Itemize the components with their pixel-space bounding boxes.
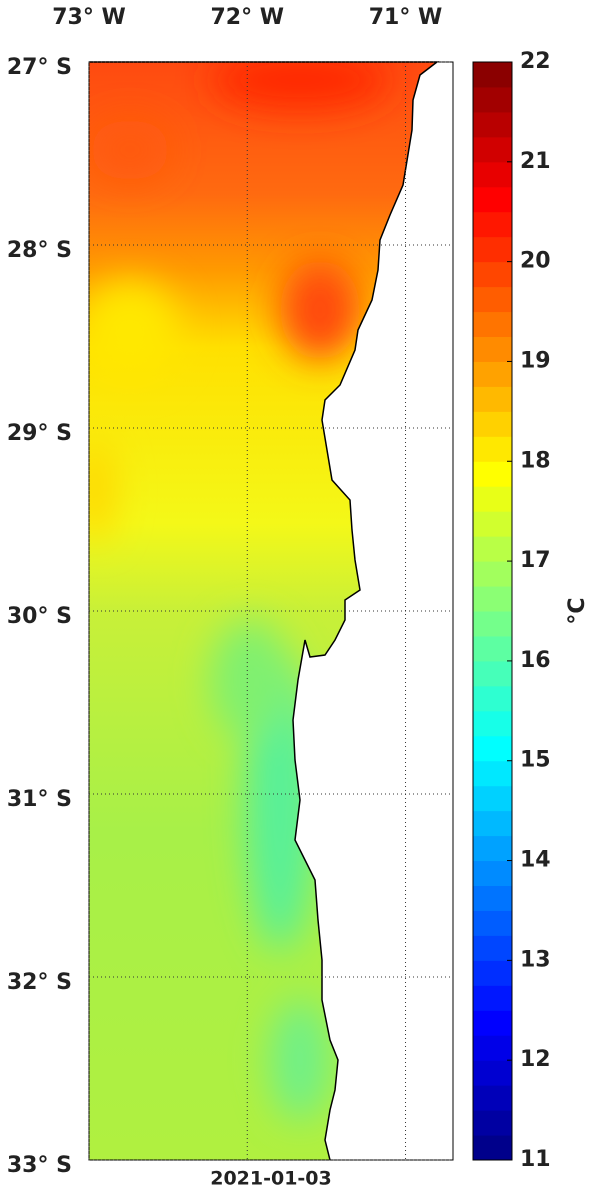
colorbar-step xyxy=(473,760,512,787)
y-tick-label: 33° S xyxy=(7,1153,72,1178)
colorbar-step xyxy=(473,186,512,213)
y-tick-label: 32° S xyxy=(7,970,72,995)
colorbar-tick-label: 15 xyxy=(520,748,551,773)
colorbar-step xyxy=(473,86,512,113)
colorbar-step xyxy=(473,1035,512,1061)
colorbar-step xyxy=(473,810,512,837)
colorbar-step xyxy=(473,835,512,862)
colorbar-step xyxy=(473,1010,512,1036)
colorbar-tick-label: 22 xyxy=(520,49,551,74)
colorbar-step xyxy=(473,486,512,512)
colorbar-step xyxy=(473,286,512,313)
colorbar-step xyxy=(473,111,512,138)
x-tick-label: 73° W xyxy=(52,5,126,30)
colorbar-step xyxy=(473,62,512,88)
y-tick-label: 28° S xyxy=(7,238,72,263)
colorbar-step xyxy=(473,411,512,437)
colorbar-label: °C xyxy=(565,597,590,624)
colorbar-step xyxy=(473,236,512,263)
colorbar-step xyxy=(473,910,512,936)
colorbar-step xyxy=(473,561,512,587)
colorbar-frame xyxy=(472,61,513,1161)
colorbar-step xyxy=(473,1060,512,1086)
colorbar-step xyxy=(473,436,512,462)
colorbar-step xyxy=(473,960,512,986)
colorbar-step xyxy=(473,1085,512,1111)
colorbar-tick-label: 21 xyxy=(520,149,551,174)
colorbar-tick-label: 14 xyxy=(520,848,551,873)
colorbar-step xyxy=(473,361,512,387)
colorbar-step xyxy=(473,735,512,762)
colorbar-step xyxy=(473,985,512,1011)
colorbar-step xyxy=(473,586,512,612)
colorbar-tick-label: 11 xyxy=(520,1147,551,1172)
colorbar-step xyxy=(473,860,512,886)
colorbar-step xyxy=(473,935,512,961)
colorbar-step xyxy=(473,161,512,188)
colorbar-tick-label: 18 xyxy=(520,448,551,473)
colorbar-step xyxy=(473,386,512,412)
colorbar-step xyxy=(473,685,512,712)
colorbar-step xyxy=(473,710,512,737)
colorbar-step xyxy=(473,635,512,662)
y-tick-label: 27° S xyxy=(7,55,72,80)
date-label: 2021-01-03 xyxy=(210,1168,332,1188)
y-tick-label: 31° S xyxy=(7,787,72,812)
y-tick-label: 30° S xyxy=(7,604,72,629)
y-tick-label: 29° S xyxy=(7,421,72,446)
colorbar-tick-label: 13 xyxy=(520,947,551,972)
x-tick-label: 72° W xyxy=(210,5,284,30)
colorbar-step xyxy=(473,660,512,687)
colorbar-step xyxy=(473,611,512,637)
colorbar-step xyxy=(473,536,512,562)
colorbar-step xyxy=(473,885,512,911)
colorbar-step xyxy=(473,785,512,812)
colorbar-tick-label: 19 xyxy=(520,348,551,373)
colorbar-step xyxy=(473,336,512,362)
colorbar-step xyxy=(473,1110,512,1136)
colorbar-tick-label: 12 xyxy=(520,1047,551,1072)
colorbar-step xyxy=(473,511,512,537)
colorbar-tick-label: 20 xyxy=(520,249,551,274)
colorbar-step xyxy=(473,1135,512,1161)
colorbar-step xyxy=(473,461,512,487)
coastline xyxy=(89,61,440,1161)
x-tick-label: 71° W xyxy=(369,5,443,30)
colorbar-tick-label: 17 xyxy=(520,548,551,573)
colorbar-step xyxy=(473,136,512,163)
colorbar-step xyxy=(473,261,512,288)
colorbar-step xyxy=(473,211,512,238)
colorbar-step xyxy=(473,311,512,337)
colorbar-tick-label: 16 xyxy=(520,648,551,673)
